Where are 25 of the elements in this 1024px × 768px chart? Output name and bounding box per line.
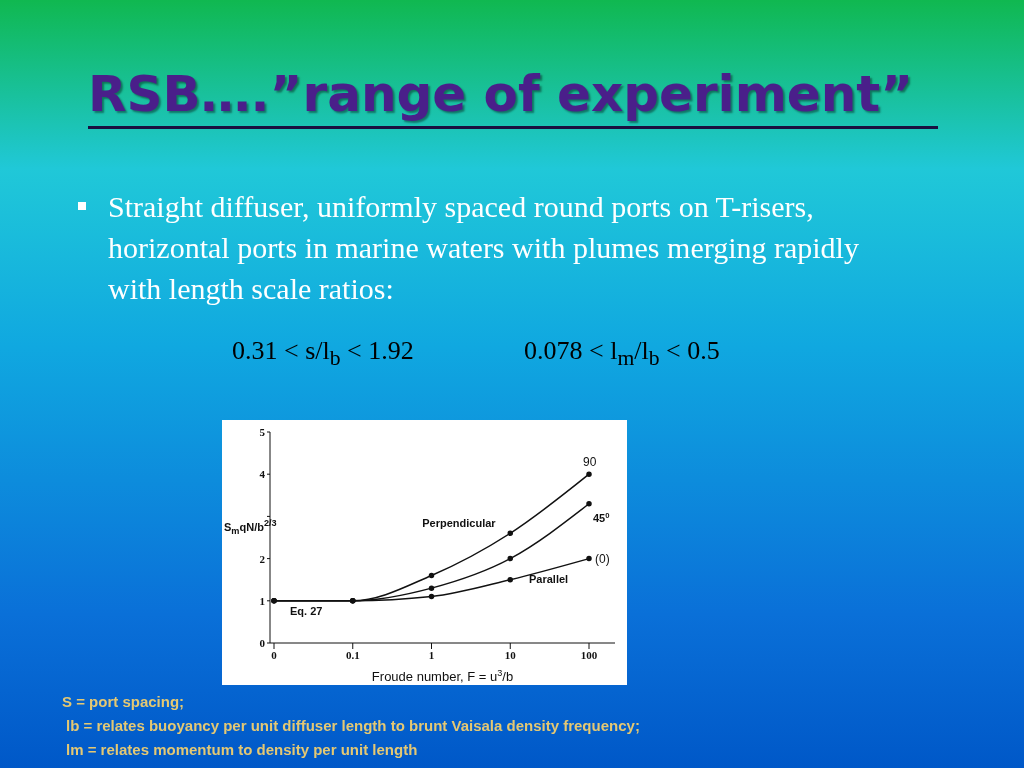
x-tick-label: 10 bbox=[504, 648, 517, 661]
y-axis-title: S$_{m}$qN/b$^{2/3}$ bbox=[224, 517, 277, 538]
y-tick-label: 1 bbox=[259, 594, 265, 607]
chart-subtitle: Straight diffuser, uniformly spaced round ports on T-risers, horizontal ports in marine waters with plumes merging rapidly with length scale ratios: bbox=[108, 189, 860, 307]
y-tick-label: 4 bbox=[259, 468, 266, 481]
series-label: Parallel bbox=[529, 572, 569, 585]
text: lb = relates buoyancy per unit diffuser length to brunt Vaisala density frequency; bbox=[66, 717, 640, 734]
y-tick-label: 5 bbox=[259, 425, 266, 438]
series-label: 45$^{0}$ bbox=[593, 510, 610, 524]
x-tick-label: 0.1 bbox=[345, 648, 360, 661]
x-axis-title: Froude number, F = u$^{3}$/b bbox=[371, 668, 514, 684]
series-label: Perpendicular bbox=[422, 517, 497, 530]
chart-title: RSB….”range of experiment” bbox=[88, 62, 938, 129]
annotation: (0) bbox=[595, 551, 610, 566]
annotation: 90 bbox=[583, 455, 597, 470]
text: 0.078 < l$_{m}$/l$_{b}$ < 0.5 bbox=[524, 336, 720, 372]
annotation: Eq. 27 bbox=[290, 604, 323, 617]
y-tick-label: 0 bbox=[259, 636, 266, 649]
x-tick-label: 0 bbox=[271, 648, 278, 661]
x-tick-label: 100 bbox=[580, 648, 598, 661]
y-tick-label: 2 bbox=[259, 552, 266, 565]
text: 0.31 < s/l$_{b}$ < 1.92 bbox=[232, 336, 414, 372]
text: S = port spacing; bbox=[62, 693, 185, 710]
x-tick-label: 1 bbox=[428, 648, 435, 661]
text: lm = relates momentum to density per unit length bbox=[66, 741, 418, 758]
